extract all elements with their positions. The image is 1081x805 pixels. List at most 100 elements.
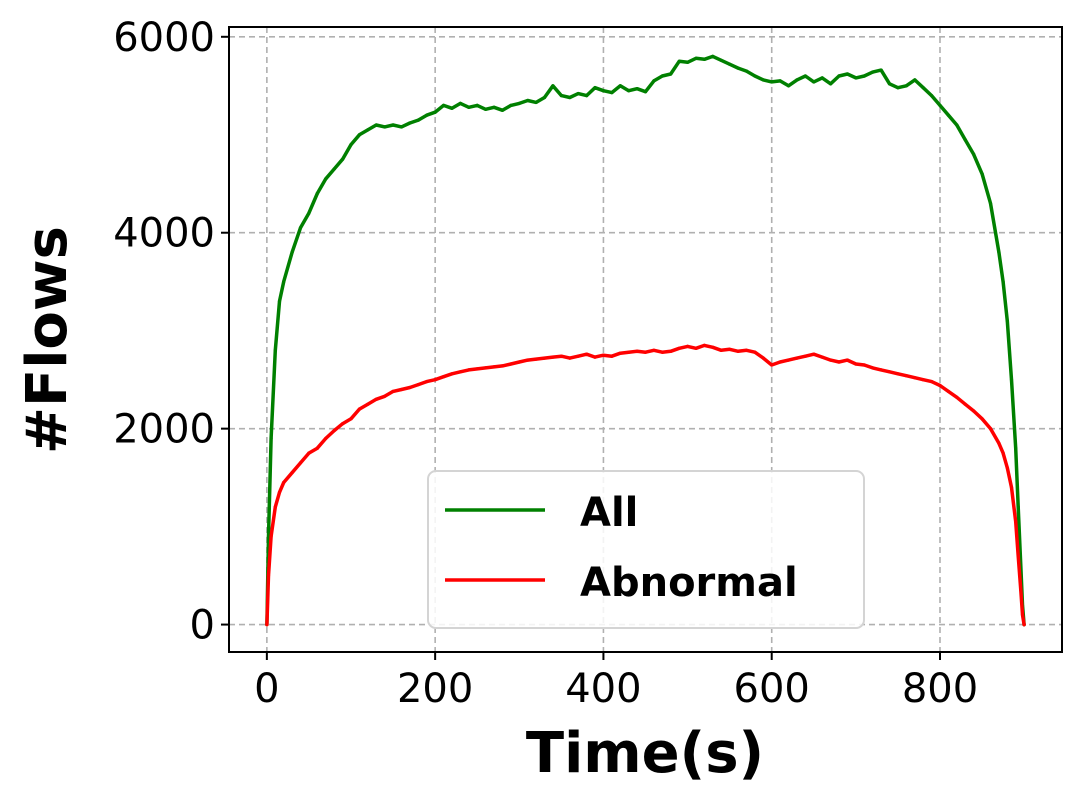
- data-point-all: [963, 138, 967, 142]
- data-point-all: [408, 121, 412, 125]
- data-point-abnormal: [265, 623, 269, 627]
- legend: All Abnormal: [427, 470, 865, 629]
- data-point-abnormal: [290, 471, 294, 475]
- data-point-abnormal: [399, 387, 404, 392]
- data-point-all: [559, 94, 564, 98]
- data-point-all: [753, 74, 757, 78]
- data-point-all: [290, 250, 294, 254]
- legend-label-all: All: [580, 490, 638, 536]
- data-point-abnormal: [627, 350, 631, 354]
- data-point-abnormal: [542, 356, 547, 360]
- legend-label-abnormal: Abnormal: [580, 560, 798, 606]
- data-point-abnormal: [896, 372, 900, 376]
- data-point-all: [803, 74, 808, 78]
- data-point-all: [845, 72, 850, 76]
- data-point-all: [669, 72, 673, 76]
- data-point-abnormal: [803, 354, 808, 358]
- data-point-abnormal: [282, 480, 286, 485]
- data-point-abnormal: [593, 355, 597, 359]
- data-point-abnormal: [736, 349, 740, 353]
- data-point-abnormal: [1001, 451, 1005, 455]
- data-point-abnormal: [1016, 554, 1020, 558]
- y-tick-label: 6000: [113, 15, 215, 61]
- data-point-abnormal: [1019, 588, 1023, 592]
- data-point-abnormal: [450, 372, 454, 376]
- data-point-all: [475, 103, 479, 107]
- data-point-abnormal: [425, 380, 429, 384]
- data-point-all: [736, 66, 740, 70]
- data-point-abnormal: [277, 490, 282, 494]
- data-point-all: [770, 80, 774, 84]
- data-point-abnormal: [273, 505, 277, 509]
- data-point-abnormal: [963, 402, 967, 406]
- data-point-all: [946, 113, 951, 117]
- data-point-abnormal: [778, 360, 782, 364]
- data-point-all: [585, 94, 589, 98]
- data-point-abnormal: [862, 363, 866, 367]
- data-point-abnormal: [585, 352, 589, 356]
- data-point-all: [719, 58, 723, 62]
- data-point-abnormal: [442, 375, 446, 379]
- data-point-all: [702, 57, 707, 61]
- data-point-all: [332, 167, 336, 171]
- data-point-abnormal: [694, 346, 698, 350]
- series-layer: [265, 54, 1026, 627]
- data-point-abnormal: [534, 357, 538, 361]
- data-point-abnormal: [1022, 623, 1026, 627]
- data-point-abnormal: [467, 368, 471, 372]
- data-point-abnormal: [955, 395, 959, 399]
- x-tick-label: 400: [565, 666, 641, 712]
- data-point-abnormal: [786, 358, 791, 362]
- data-point-all: [854, 76, 858, 80]
- data-point-all: [341, 157, 345, 161]
- data-point-all: [1016, 505, 1020, 509]
- x-tick-label: 200: [397, 666, 473, 712]
- data-point-abnormal: [383, 394, 387, 398]
- data-point-abnormal: [820, 355, 824, 359]
- data-point-abnormal: [972, 409, 976, 413]
- data-point-abnormal: [269, 534, 273, 539]
- data-point-all: [383, 125, 387, 129]
- x-tick-label: 0: [254, 666, 279, 712]
- data-point-all: [442, 103, 446, 107]
- data-point-all: [500, 108, 505, 112]
- data-point-abnormal: [744, 348, 749, 352]
- data-point-abnormal: [568, 356, 572, 360]
- data-point-abnormal: [761, 356, 765, 360]
- data-point-all: [1001, 280, 1005, 284]
- data-point-all: [273, 348, 277, 352]
- data-point-all: [534, 100, 538, 104]
- data-point-all: [1005, 319, 1009, 323]
- data-point-abnormal: [795, 356, 799, 360]
- data-point-all: [618, 84, 622, 88]
- data-point-all: [862, 74, 866, 78]
- data-point-abnormal: [341, 422, 345, 426]
- data-point-all: [324, 177, 328, 181]
- y-tick-label: 0: [190, 603, 215, 649]
- data-point-abnormal: [879, 368, 883, 372]
- data-point-all: [921, 86, 925, 90]
- data-point-all: [711, 54, 715, 59]
- data-point-abnormal: [660, 350, 664, 354]
- data-point-abnormal: [913, 376, 917, 380]
- data-point-all: [904, 84, 908, 88]
- data-point-all: [601, 89, 606, 93]
- data-point-all: [374, 123, 378, 127]
- data-point-abnormal: [711, 345, 715, 349]
- x-axis-title: Time(s): [526, 721, 764, 786]
- data-point-abnormal: [643, 350, 648, 354]
- data-point-abnormal: [1009, 485, 1014, 489]
- gridlines: [229, 27, 1062, 652]
- data-point-all: [1014, 446, 1018, 450]
- data-point-all: [829, 82, 833, 86]
- data-point-all: [399, 125, 404, 129]
- data-point-all: [593, 86, 597, 90]
- data-point-abnormal: [391, 389, 395, 393]
- data-point-abnormal: [946, 389, 951, 393]
- data-point-abnormal: [837, 360, 841, 364]
- data-point-all: [778, 79, 782, 83]
- data-point-all: [795, 78, 799, 82]
- data-point-all: [391, 123, 395, 127]
- data-point-all: [576, 92, 580, 96]
- data-point-abnormal: [298, 461, 303, 465]
